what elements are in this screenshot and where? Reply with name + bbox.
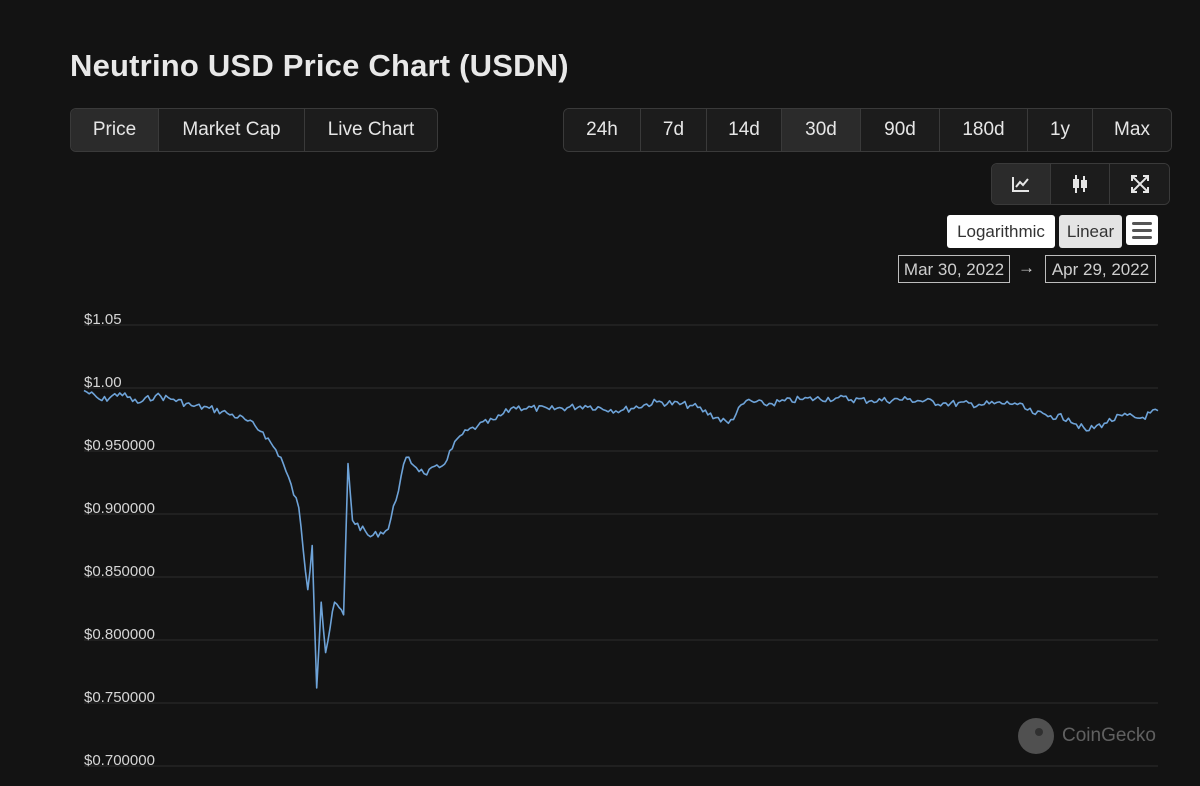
logarithmic-button[interactable]: Logarithmic: [947, 215, 1055, 248]
range-7d-button[interactable]: 7d: [641, 109, 707, 151]
fullscreen-button[interactable]: [1110, 164, 1169, 204]
price-series-line: [83, 389, 1159, 689]
tab-market-cap[interactable]: Market Cap: [159, 109, 305, 151]
range-max-button[interactable]: Max: [1093, 109, 1171, 151]
coingecko-watermark: CoinGecko: [1018, 718, 1156, 754]
menu-bar: [1132, 235, 1152, 239]
date-to-input[interactable]: Apr 29, 2022: [1045, 255, 1156, 283]
chart-type-selector: [991, 163, 1170, 205]
fullscreen-icon: [1130, 175, 1149, 193]
y-tick-label: $1.00: [84, 374, 122, 391]
chart-tabs: Price Market Cap Live Chart: [70, 108, 438, 152]
range-14d-button[interactable]: 14d: [707, 109, 782, 151]
y-tick-label: $0.900000: [84, 500, 155, 517]
line-chart-icon: [1012, 177, 1029, 192]
linear-button[interactable]: Linear: [1059, 215, 1122, 248]
y-tick-label: $0.750000: [84, 689, 155, 706]
y-tick-label: $0.850000: [84, 563, 155, 580]
line-chart-button[interactable]: [992, 164, 1051, 204]
candlestick-icon: [1073, 175, 1087, 193]
range-24h-button[interactable]: 24h: [564, 109, 641, 151]
menu-bar: [1132, 228, 1152, 232]
range-180d-button[interactable]: 180d: [940, 109, 1028, 151]
y-tick-label: $0.950000: [84, 437, 155, 454]
tab-live-chart[interactable]: Live Chart: [305, 109, 437, 151]
menu-bar: [1132, 221, 1152, 225]
y-tick-label: $0.800000: [84, 626, 155, 643]
range-90d-button[interactable]: 90d: [861, 109, 940, 151]
y-tick-label: $0.700000: [84, 752, 155, 769]
date-from-input[interactable]: Mar 30, 2022: [898, 255, 1010, 283]
range-30d-button[interactable]: 30d: [782, 109, 861, 151]
time-range-selector: 24h 7d 14d 30d 90d 180d 1y Max: [563, 108, 1172, 152]
date-range-arrow: →: [1018, 258, 1035, 277]
watermark-text: CoinGecko: [1062, 725, 1156, 746]
y-tick-label: $1.05: [84, 311, 122, 328]
page-title: Neutrino USD Price Chart (USDN): [70, 48, 569, 83]
coingecko-logo-icon: [1018, 718, 1054, 754]
hamburger-menu-icon[interactable]: [1126, 215, 1158, 245]
tab-price[interactable]: Price: [71, 109, 159, 151]
range-1y-button[interactable]: 1y: [1028, 109, 1093, 151]
candlestick-chart-button[interactable]: [1051, 164, 1110, 204]
